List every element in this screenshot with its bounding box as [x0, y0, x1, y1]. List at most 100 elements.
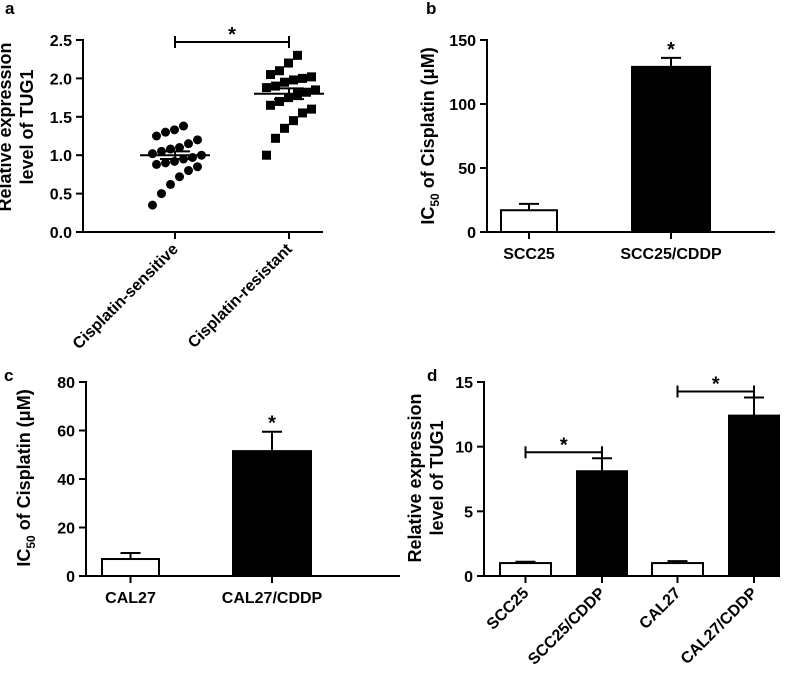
- data-point: [302, 87, 311, 97]
- data-point: [289, 116, 298, 126]
- data-point: [307, 72, 316, 82]
- y-axis-title: IC50 of Cisplatin (μM): [418, 47, 442, 224]
- panel-label: c: [4, 366, 13, 385]
- data-point: [175, 143, 184, 153]
- data-point: [170, 125, 179, 135]
- x-tick-label: CAL27: [105, 590, 156, 607]
- data-point: [275, 66, 284, 76]
- data-point: [284, 58, 293, 68]
- y-tick-label: 0.5: [50, 187, 72, 204]
- data-point: [179, 121, 188, 131]
- panel-label: a: [5, 0, 15, 18]
- data-point: [152, 159, 161, 169]
- bar: [232, 450, 312, 577]
- data-point: [166, 179, 175, 189]
- y-tick-label: 1.5: [50, 110, 72, 127]
- data-point: [148, 200, 157, 210]
- y-tick-label: 2.5: [50, 33, 72, 50]
- panel-c: c 0 20 40 60 80 CAL27 CAL27/CDDP * IC50 of Cispla…: [4, 366, 400, 607]
- x-tick-label: SCC25/CDDP: [620, 246, 722, 263]
- y-axis-title-line: Relative expression: [405, 393, 425, 562]
- y-tick-label: 150: [449, 33, 476, 50]
- significance-star: *: [268, 413, 276, 435]
- data-point: [157, 189, 166, 199]
- data-point: [161, 127, 170, 137]
- y-tick-label: 1.0: [50, 148, 72, 165]
- data-point: [271, 81, 280, 91]
- y-tick-label: 10: [455, 440, 473, 457]
- data-point: [161, 158, 170, 168]
- panel-label: b: [426, 0, 436, 18]
- y-tick-label: 0: [66, 569, 75, 586]
- data-point: [193, 135, 202, 145]
- y-axis-title-line: level of TUG1: [427, 420, 447, 535]
- x-tick-label: Cisplatin-resistant: [185, 240, 296, 351]
- y-axis-title-line: IC: [418, 207, 438, 225]
- bar: [101, 558, 160, 578]
- data-point: [266, 100, 275, 110]
- bar: [500, 209, 558, 234]
- data-point: [307, 104, 316, 114]
- bar: [499, 562, 552, 577]
- y-axis-title-rest: of Cisplatin (μM): [14, 389, 34, 535]
- y-axis-title-line: IC: [14, 549, 34, 567]
- data-point: [280, 77, 289, 87]
- significance-star: *: [667, 39, 675, 61]
- y-tick-label: 100: [449, 97, 476, 114]
- panel-label: d: [427, 366, 437, 385]
- data-point: [311, 85, 320, 95]
- y-axis-title: Relative expression level of TUG1: [405, 393, 447, 562]
- x-tick-label: SCC25/CDDP: [525, 585, 609, 669]
- significance-star: *: [712, 374, 720, 396]
- y-tick-label: 15: [455, 375, 473, 392]
- data-point: [184, 166, 193, 176]
- x-tick-label: CAL27/CDDP: [222, 590, 323, 607]
- data-point: [275, 96, 284, 106]
- data-point: [280, 123, 289, 133]
- data-point: [148, 149, 157, 159]
- x-tick-label: Cisplatin-sensitive: [70, 241, 182, 353]
- x-tick-label: SCC25: [503, 246, 555, 263]
- y-axis-title: IC50 of Cisplatin (μM): [14, 389, 38, 566]
- data-point: [262, 150, 271, 160]
- bar: [576, 470, 628, 577]
- data-point: [152, 131, 161, 141]
- data-point: [184, 139, 193, 149]
- y-tick-label: 2.0: [50, 71, 72, 88]
- y-axis-title-subscript: 50: [428, 193, 442, 207]
- y-axis-title: Relative expression level of TUG1: [0, 42, 37, 211]
- data-point: [293, 50, 302, 60]
- y-tick-label: 0.0: [50, 225, 72, 242]
- panel-a: a 0.0 0.5 1.0 1.5 2.0 2.5 Cisplatin-sensitive Ci…: [0, 0, 324, 353]
- data-point: [289, 75, 298, 85]
- y-tick-label: 80: [57, 375, 75, 392]
- x-tick-label: SCC25: [484, 585, 533, 634]
- data-point: [298, 73, 307, 83]
- bar: [651, 562, 704, 577]
- y-axis-title-line: level of TUG1: [17, 69, 37, 184]
- data-point: [266, 70, 275, 80]
- significance-star: *: [228, 24, 236, 46]
- y-axis-title-rest: of Cisplatin (μM): [418, 47, 438, 193]
- y-tick-label: 50: [458, 161, 476, 178]
- data-point: [271, 133, 280, 143]
- y-tick-label: 60: [57, 424, 75, 441]
- data-point: [175, 172, 184, 182]
- significance-star: *: [560, 434, 568, 456]
- y-tick-label: 20: [57, 521, 75, 538]
- x-tick-label: CAL27/CDDP: [678, 585, 761, 668]
- y-tick-label: 0: [467, 225, 476, 242]
- data-point: [262, 83, 271, 93]
- y-tick-label: 40: [57, 472, 75, 489]
- y-tick-label: 0: [464, 569, 473, 586]
- bar: [728, 414, 780, 578]
- y-axis-title-subscript: 50: [24, 535, 38, 549]
- data-point: [298, 108, 307, 118]
- data-point: [193, 162, 202, 172]
- y-tick-label: 5: [464, 504, 473, 521]
- x-tick-label: CAL27: [636, 585, 684, 633]
- y-axis-title-line: Relative expression: [0, 42, 15, 211]
- bar: [631, 65, 711, 233]
